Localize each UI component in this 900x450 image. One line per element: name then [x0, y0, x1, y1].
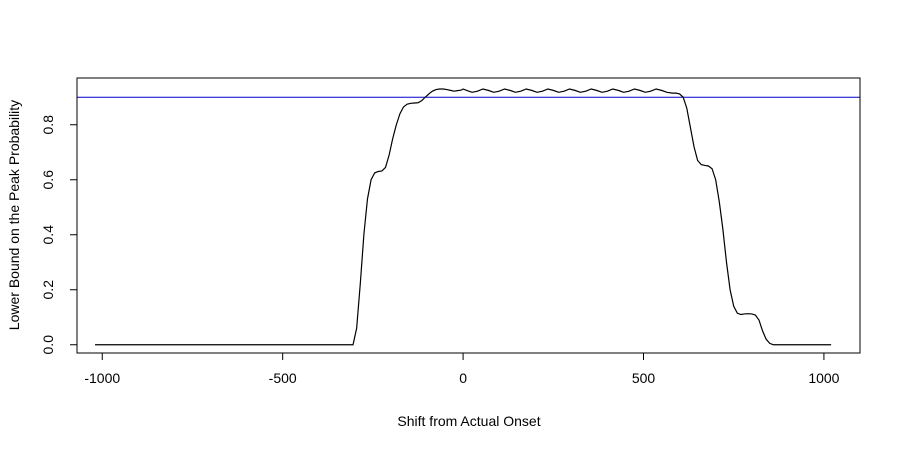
- y-axis-label: Lower Bound on the Peak Probability: [6, 100, 22, 330]
- y-tick-label: 0.6: [40, 170, 56, 190]
- x-tick-label: -500: [269, 370, 297, 386]
- axis-tick-labels: -1000 -500 0 500 1000 0.0 0.2 0.4 0.6 0.8: [40, 115, 840, 386]
- y-tick-label: 0.8: [40, 115, 56, 135]
- y-tick-label: 0.0: [40, 335, 56, 355]
- series-line: [95, 88, 832, 346]
- x-tick-label: -1000: [84, 370, 120, 386]
- x-tick-label: 500: [632, 370, 656, 386]
- axis-ticks: [70, 124, 825, 360]
- x-tick-label: 0: [459, 370, 467, 386]
- x-axis-label: Shift from Actual Onset: [397, 413, 540, 429]
- y-tick-label: 0.4: [40, 225, 56, 245]
- y-tick-label: 0.2: [40, 280, 56, 300]
- x-tick-label: 1000: [808, 370, 839, 386]
- plot-frame: [76, 77, 861, 354]
